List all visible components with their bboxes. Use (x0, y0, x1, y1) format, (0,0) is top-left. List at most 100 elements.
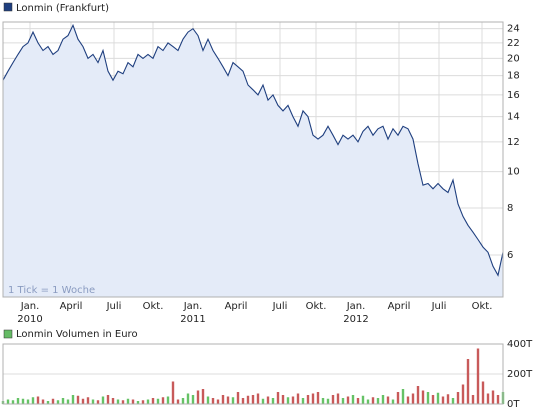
volume-bar (86, 397, 90, 404)
volume-bar (161, 397, 165, 404)
volume-bar (261, 398, 265, 404)
volume-bar (266, 396, 270, 404)
volume-bar (331, 395, 335, 404)
volume-bar (416, 386, 420, 404)
volume-bar (166, 396, 170, 404)
volume-bar (46, 401, 50, 404)
volume-bar (406, 396, 410, 404)
volume-bar (311, 393, 315, 404)
volume-bar (466, 359, 470, 404)
volume-bar (21, 398, 25, 404)
volume-chart: 0T 200T 400T (1, 339, 533, 410)
volume-bar (61, 398, 65, 404)
note: 1 Tick = 1 Woche (8, 285, 95, 296)
volume-bar (116, 399, 120, 404)
volume-bar (146, 399, 150, 404)
x-tick-label: Jan. (346, 301, 366, 312)
volume-bar (426, 392, 430, 404)
volume-bar (461, 384, 465, 404)
volume-bar (66, 399, 70, 404)
volume-bar (391, 399, 395, 404)
x-tick-label: Juli (106, 301, 122, 312)
volume-bar (456, 392, 460, 404)
volume-bar (111, 398, 115, 404)
volume-bar (51, 398, 55, 404)
volume-bar (271, 398, 275, 404)
volume-bar (81, 398, 85, 404)
volume-bar (381, 395, 385, 404)
x-tick-label: April (60, 301, 83, 312)
volume-bar (476, 348, 480, 404)
x-tick-label: April (388, 301, 411, 312)
volume-bar (286, 397, 290, 404)
volume-bar (141, 400, 145, 404)
volume-bar (201, 389, 205, 404)
volume-bar (346, 396, 350, 404)
y-tick-label: 20 (507, 53, 520, 64)
volume-bar (451, 398, 455, 404)
volume-bar (491, 390, 495, 404)
volume-bar (41, 399, 45, 404)
legend-swatch (3, 329, 13, 339)
y-tick-label: 22 (507, 38, 520, 49)
volume-bar (316, 392, 320, 404)
volume-bar (431, 395, 435, 404)
volume-bar (411, 393, 415, 404)
volume-bar (496, 395, 500, 404)
volume-bar (291, 396, 295, 404)
plot-frame (2, 343, 504, 405)
legend-label: Lonmin (Frankfurt) (16, 3, 109, 14)
volume-bar (386, 396, 390, 404)
volume-bar (216, 399, 220, 404)
volume-bar (401, 389, 405, 404)
x-tick-label: Jan. (20, 301, 40, 312)
volume-bar (376, 398, 380, 404)
volume-bar (441, 396, 445, 404)
volume-bar (366, 399, 370, 404)
price-chart: 6 8 10 12 14 16 18 20 22 24 Jan. April Juli Okt. Jan. A… (2, 21, 520, 325)
volume-bar (241, 398, 245, 404)
volume-bar (276, 392, 280, 404)
volume-bar (211, 398, 215, 404)
y-tick-label: 14 (507, 112, 520, 123)
volume-bar (251, 395, 255, 404)
volume-bar (36, 396, 40, 404)
volume-bar (76, 395, 80, 404)
volume-bar (446, 394, 450, 404)
price-line (2, 23, 504, 277)
volume-bar (471, 395, 475, 404)
x-tick-label: Jan. (183, 301, 203, 312)
volume-bar (341, 398, 345, 404)
volume-bar (136, 401, 140, 404)
volume-bar (306, 395, 310, 404)
volume-bar (221, 395, 225, 404)
volume-bar (156, 398, 160, 404)
y-tick-label: 24 (507, 24, 520, 35)
y-tick-label: 6 (507, 250, 513, 261)
volume-bar (171, 381, 175, 404)
volume-bar (186, 393, 190, 404)
volume-bar (16, 398, 20, 404)
x-year-label: 2012 (343, 314, 368, 325)
volume-bar (486, 393, 490, 404)
volume-bar (151, 398, 155, 404)
volume-bar (481, 381, 485, 404)
y-tick-label: 8 (507, 203, 513, 214)
volume-bar (371, 397, 375, 404)
x-tick-label: Juli (272, 301, 288, 312)
volume-bar (396, 392, 400, 404)
volume-bar (231, 397, 235, 404)
volume-bar (281, 395, 285, 404)
volume-bar (436, 392, 440, 404)
volume-bar (196, 390, 200, 404)
volume-bar (11, 400, 15, 404)
volume-bar (336, 393, 340, 404)
volume-bar (191, 395, 195, 404)
legend-swatch (3, 2, 13, 12)
volume-bar (361, 395, 365, 404)
x-year-label: 2010 (17, 314, 42, 325)
x-tick-label: Okt. (472, 301, 493, 312)
volume-bar (176, 399, 180, 404)
area (3, 25, 503, 298)
volume-bar (296, 393, 300, 404)
